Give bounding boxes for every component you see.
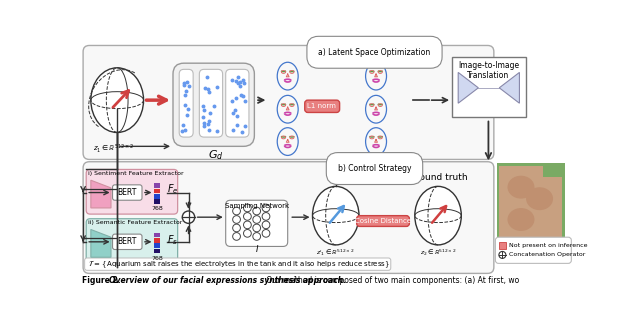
Text: $z_1 \in \mathbb{R}^{512\times2}$: $z_1 \in \mathbb{R}^{512\times2}$ <box>93 143 134 155</box>
Text: Overview of our facial expressions synthesis approach.: Overview of our facial expressions synth… <box>109 276 346 285</box>
Bar <box>499 198 543 264</box>
Circle shape <box>499 252 506 259</box>
Text: Concatenation Operator: Concatenation Operator <box>509 253 586 258</box>
Ellipse shape <box>415 186 461 245</box>
FancyBboxPatch shape <box>495 237 572 264</box>
Bar <box>154 238 160 242</box>
Text: 768: 768 <box>152 256 163 261</box>
Text: Sampling Network: Sampling Network <box>225 203 289 209</box>
Circle shape <box>182 211 195 223</box>
FancyBboxPatch shape <box>199 69 223 137</box>
Bar <box>499 242 506 249</box>
Text: Cosine Distance: Cosine Distance <box>355 218 411 224</box>
Bar <box>154 243 160 248</box>
Bar <box>154 249 160 254</box>
Bar <box>154 232 160 237</box>
Text: ii) Semantic Feature Extractor: ii) Semantic Feature Extractor <box>88 220 182 225</box>
Text: $G_d$: $G_d$ <box>208 148 223 162</box>
FancyBboxPatch shape <box>84 258 391 270</box>
Bar <box>499 166 543 231</box>
Text: L1 norm: L1 norm <box>307 103 336 109</box>
Bar <box>154 189 160 193</box>
Text: a) Latent Space Optimization: a) Latent Space Optimization <box>318 48 431 57</box>
Ellipse shape <box>526 187 553 210</box>
Ellipse shape <box>312 186 359 245</box>
Text: $I$: $I$ <box>255 242 259 254</box>
Text: 768: 768 <box>152 206 163 211</box>
Text: $F_s$: $F_s$ <box>167 233 178 247</box>
FancyBboxPatch shape <box>113 185 142 200</box>
Polygon shape <box>458 72 478 103</box>
FancyBboxPatch shape <box>226 69 249 137</box>
Text: Not present on inference: Not present on inference <box>509 243 588 248</box>
Text: Ground truth: Ground truth <box>409 173 467 181</box>
Text: Figure 2.: Figure 2. <box>81 276 123 285</box>
Bar <box>497 163 565 264</box>
Text: BERT: BERT <box>118 237 137 246</box>
Text: BERT: BERT <box>118 188 137 197</box>
Ellipse shape <box>508 208 534 231</box>
Text: Our method is composed of two main components: (a) At first, wo: Our method is composed of two main compo… <box>264 276 520 285</box>
Ellipse shape <box>508 176 534 199</box>
FancyBboxPatch shape <box>356 216 410 226</box>
Polygon shape <box>91 180 111 208</box>
FancyBboxPatch shape <box>83 45 494 159</box>
Bar <box>452 57 525 117</box>
Bar <box>154 194 160 199</box>
Text: i) Sentiment Feature Extractor: i) Sentiment Feature Extractor <box>88 171 184 176</box>
FancyBboxPatch shape <box>173 63 254 146</box>
Text: $F_e$: $F_e$ <box>167 182 179 196</box>
FancyBboxPatch shape <box>86 169 178 214</box>
FancyBboxPatch shape <box>305 100 340 113</box>
Bar <box>517 177 562 242</box>
FancyBboxPatch shape <box>86 219 178 264</box>
FancyBboxPatch shape <box>83 162 494 274</box>
Polygon shape <box>91 229 111 257</box>
Text: Ground truth: Ground truth <box>347 54 405 63</box>
FancyBboxPatch shape <box>179 69 193 137</box>
Text: $z_2 \in \mathbb{R}^{512\times2}$: $z_2 \in \mathbb{R}^{512\times2}$ <box>420 248 456 258</box>
Text: $\mathcal{T}$ = {Aquarium salt raises the electrolytes in the tank and it also h: $\mathcal{T}$ = {Aquarium salt raises th… <box>88 259 390 270</box>
Text: Image-to-Image
Translation: Image-to-Image Translation <box>458 61 519 80</box>
FancyBboxPatch shape <box>113 234 142 249</box>
Text: b) Control Strategy: b) Control Strategy <box>338 164 412 173</box>
Polygon shape <box>499 72 520 103</box>
Ellipse shape <box>91 68 143 133</box>
Text: $z'_1 \in \mathbb{R}^{512\times2}$: $z'_1 \in \mathbb{R}^{512\times2}$ <box>317 248 355 258</box>
Bar <box>154 183 160 188</box>
Bar <box>154 199 160 204</box>
FancyBboxPatch shape <box>226 200 288 246</box>
